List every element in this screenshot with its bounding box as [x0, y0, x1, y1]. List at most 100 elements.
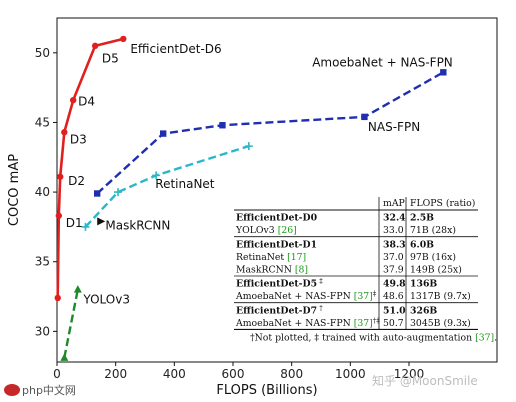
data-point: [361, 113, 368, 121]
model-sup: †‡: [373, 317, 381, 325]
table-row: AmoebaNet + NAS-FPN [37]†‡ 50.7 3045B (9.3…: [235, 317, 471, 329]
data-point: [81, 222, 90, 231]
data-point: [69, 96, 77, 104]
data-point: [73, 285, 82, 293]
model-name: AmoebaNet + NAS-FPN: [235, 291, 351, 302]
table-row: YOLOv3 [26] 33.0 71B (28x): [235, 225, 456, 236]
axes: 0 200 400 600 800 1000 1200 30 35 40 45 50 FLOPS (Bi…: [7, 17, 498, 398]
table-cell-model: EfficientDet-D5 ‡: [236, 278, 323, 290]
table-header-map: mAP: [383, 198, 405, 209]
x-tick-label: 800: [280, 367, 303, 381]
x-tick-label: 1200: [394, 367, 425, 381]
data-point: [114, 188, 123, 197]
table-cell-model: AmoebaNet + NAS-FPN [37]†‡: [235, 317, 380, 329]
table-cell-flops: 6.0B: [410, 239, 434, 250]
table-row: AmoebaNet + NAS-FPN [37]‡ 48.6 1317B (9.7x…: [235, 290, 471, 302]
table-cell-map: 50.7: [383, 318, 404, 329]
x-tick-label: 400: [163, 367, 186, 381]
model-ref: [37]: [351, 318, 373, 329]
footnote-end: .: [494, 332, 497, 343]
table-cell-flops: 1317B (9.7x): [410, 291, 471, 302]
model-name: EfficientDet-D0: [236, 213, 318, 224]
annotation-d1: D1: [66, 216, 83, 230]
php-logo-icon: [4, 384, 20, 396]
watermark-right: 知乎 @MoonSmile: [372, 374, 478, 388]
y-tick-label: 30: [35, 324, 50, 338]
footnote-ref: [37]: [475, 332, 494, 343]
model-ref: [26]: [275, 225, 297, 236]
series-retinanet: [81, 142, 253, 231]
table-header-flops: FLOPS (ratio): [410, 198, 475, 209]
table-header: mAP FLOPS (ratio): [383, 198, 475, 209]
annotation-efficientdet-d6: EfficientDet-D6: [130, 42, 221, 56]
data-point: [97, 217, 106, 226]
model-name: RetinaNet: [236, 252, 284, 263]
data-point: [152, 171, 161, 180]
table-cell-flops: 149B (25x): [410, 265, 462, 276]
table-cell-model: AmoebaNet + NAS-FPN [37]‡: [235, 290, 377, 302]
annotation-nas-fpn: NAS-FPN: [368, 120, 420, 134]
series-maskrcnn: [97, 217, 106, 226]
table-row: MaskRCNN [8] 37.9 149B (25x): [236, 265, 462, 276]
table-cell-map: 33.0: [383, 225, 404, 236]
table-cell-flops: 136B: [410, 279, 437, 290]
table-row: RetinaNet [17] 37.0 97B (16x): [236, 252, 456, 263]
table-cell-model: MaskRCNN [8]: [236, 265, 308, 276]
data-point: [57, 173, 64, 180]
model-sup: ‡: [317, 278, 323, 286]
model-sup: ‡: [373, 290, 377, 298]
series-amoebanet-nas-fpn: [93, 69, 447, 197]
table-cell-map: 49.8: [383, 279, 406, 290]
annotation-maskrcnn: MaskRCNN: [105, 219, 170, 233]
table-cell-map: 37.9: [383, 265, 404, 276]
annotation-d2: D2: [68, 174, 85, 188]
series-yolov3: [60, 285, 82, 361]
table-cell-map: 51.0: [383, 305, 406, 316]
data-point: [60, 353, 69, 361]
y-axis-label: COCO mAP: [7, 154, 22, 226]
data-point: [93, 190, 101, 197]
table-cell-flops: 2.5B: [410, 213, 434, 224]
model-name: MaskRCNN: [236, 265, 292, 276]
footnote-text: †Not plotted, ‡ trained with auto-augmen…: [250, 332, 475, 343]
table-cell-flops: 71B (28x): [410, 225, 456, 236]
model-sup: †: [317, 304, 323, 312]
model-name: EfficientDet-D1: [236, 239, 317, 250]
annotations: EfficientDet-D6 D5 D4 D3 D2 D1 AmoebaNet + NAS…: [66, 42, 453, 307]
table-cell-model: EfficientDet-D7 †: [236, 304, 323, 316]
x-axis-label: FLOPS (Billions): [216, 383, 317, 398]
data-point: [244, 142, 253, 151]
table-cell-map: 37.0: [383, 252, 404, 263]
model-ref: [17]: [284, 252, 306, 263]
table-cell-map: 38.3: [383, 239, 406, 250]
annotation-d5: D5: [102, 52, 119, 66]
table-cell-flops: 326B: [410, 305, 437, 316]
y-tick-label: 40: [35, 185, 50, 199]
model-ref: [37]: [351, 291, 373, 302]
data-point: [55, 212, 62, 219]
php-logo: php中文网: [4, 383, 76, 397]
annotation-d3: D3: [70, 132, 87, 146]
data-point: [219, 122, 226, 129]
table-row: EfficientDet-D0 32.4 2.5B: [236, 213, 434, 224]
table-cell-map: 32.4: [383, 213, 406, 224]
model-ref: [8]: [292, 265, 308, 276]
table-cell-model: RetinaNet [17]: [236, 252, 306, 263]
model-name: EfficientDet-D7: [236, 305, 317, 316]
series-group: [54, 35, 447, 361]
y-tick-label: 50: [35, 46, 50, 60]
table-cell-flops: 3045B (9.3x): [410, 318, 471, 329]
table-cell-model: EfficientDet-D0: [236, 213, 318, 224]
y-tick-label: 45: [35, 115, 50, 129]
model-name: EfficientDet-D5: [236, 279, 317, 290]
series-efficientdet: [54, 35, 127, 302]
annotation-amoebanet-nas-fpn: AmoebaNet + NAS-FPN: [312, 56, 453, 70]
table-row: EfficientDet-D7 † 51.0 326B: [236, 304, 437, 316]
table-row: EfficientDet-D1 38.3 6.0B: [236, 239, 434, 250]
annotation-d4: D4: [78, 95, 95, 109]
watermark-left: php中文网: [22, 383, 76, 397]
plot-frame: [56, 17, 498, 363]
y-tick-label: 35: [35, 255, 50, 269]
table-cell-flops: 97B (16x): [410, 252, 456, 263]
table-cell-model: EfficientDet-D1: [236, 239, 317, 250]
